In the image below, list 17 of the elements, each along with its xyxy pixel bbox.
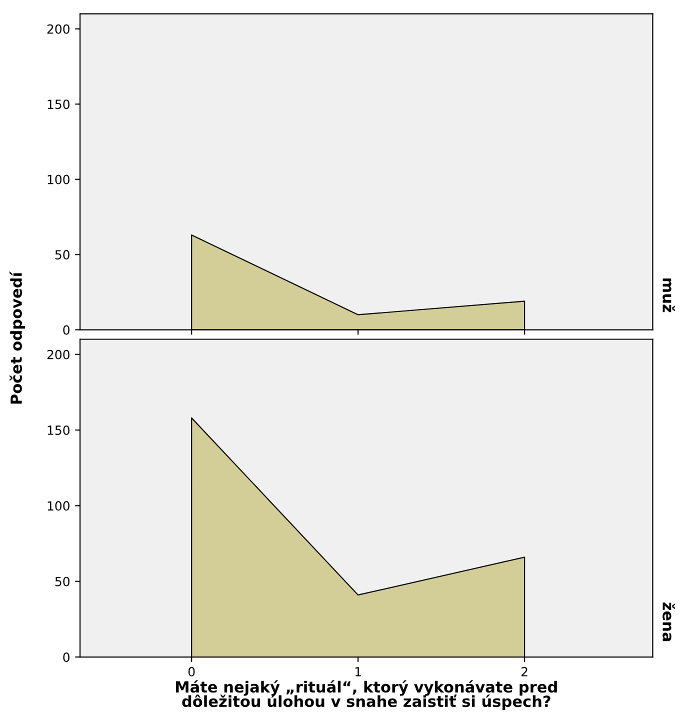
text: muž xyxy=(662,278,676,312)
y-tick-label: 200 xyxy=(47,350,70,360)
x-tick-label: 2 xyxy=(521,666,528,676)
y-tick-label: 0 xyxy=(63,325,70,335)
y-axis-title: Počet odpovedí xyxy=(10,271,25,404)
text: žena xyxy=(662,602,676,642)
y-tick-label: 50 xyxy=(55,576,70,586)
y-tick-label: 50 xyxy=(55,250,70,260)
x-tick-label: 0 xyxy=(188,666,195,676)
y-tick-label: 100 xyxy=(48,174,70,184)
x-axis-title: Máte nejaký „rituál“, ktorý vykonávate pred dôležitou úlohou v snahe zaistiť si úspech? xyxy=(176,680,557,710)
y-tick-label: 0 xyxy=(63,652,70,662)
y-tick-label: 100 xyxy=(48,501,70,511)
y-tick-label: 150 xyxy=(48,100,70,110)
x-tick-label: 1 xyxy=(355,667,361,676)
y-tick-label: 200 xyxy=(47,24,70,34)
y-tick-label: 150 xyxy=(48,426,70,435)
